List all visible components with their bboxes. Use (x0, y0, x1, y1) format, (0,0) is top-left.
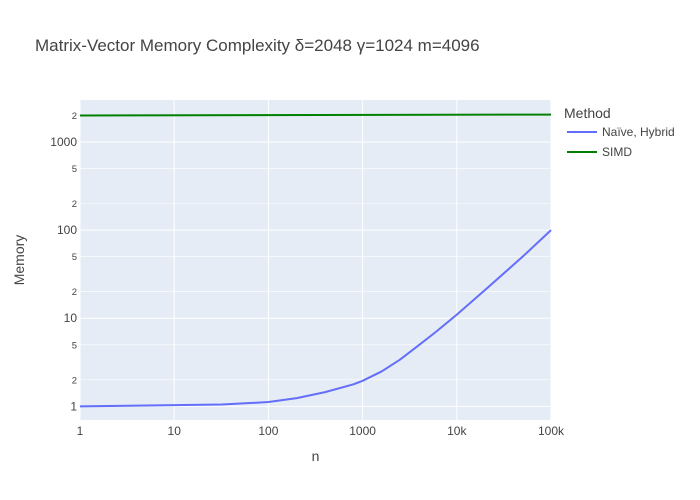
y-major-tick-label: 10 (64, 311, 78, 325)
y-minor-tick-label: 5 (72, 252, 77, 263)
legend-title: Method (564, 105, 611, 121)
x-tick-label: 1 (77, 424, 84, 438)
series-line-na-ve-hybrid[interactable] (79, 229, 552, 408)
series-line-simd[interactable] (79, 113, 552, 117)
y-minor-tick-label: 5 (72, 164, 77, 175)
legend-item-simd[interactable]: SIMD (567, 145, 632, 159)
x-tick-label: 100k (538, 424, 565, 438)
y-axis-title: Memory (11, 235, 27, 286)
x-axis-title: n (312, 448, 320, 464)
y-minor-tick-label: 2 (72, 287, 77, 298)
chart-title: Matrix-Vector Memory Complexity δ=2048 γ… (35, 36, 480, 55)
y-minor-tick-label: 2 (72, 199, 77, 210)
x-tick-label: 10 (168, 424, 182, 438)
y-minor-tick-label: 5 (72, 340, 77, 351)
x-tick-label: 100 (258, 424, 278, 438)
y-major-tick-label: 100 (57, 223, 77, 237)
legend-label: SIMD (602, 145, 632, 159)
y-axis-ticks: 2 5 2 5 2 5 2 1 10 100 1000 (50, 111, 77, 413)
legend-item-na-ve-hybrid[interactable]: Naïve, Hybrid (567, 125, 675, 139)
y-minor-tick-label: 2 (72, 111, 77, 122)
y-major-tick-label: 1000 (50, 135, 77, 149)
y-major-tick-label: 1 (70, 399, 77, 413)
x-tick-label: 10k (447, 424, 467, 438)
series-layer (79, 113, 552, 408)
x-tick-label: 1000 (349, 424, 376, 438)
y-minor-tick-label: 2 (72, 375, 77, 386)
legend: Method Naïve, Hybrid SIMD (564, 105, 675, 159)
legend-label: Naïve, Hybrid (602, 125, 675, 139)
plot-area[interactable] (80, 100, 551, 420)
x-axis-ticks: 1 10 100 1000 10k 100k (77, 424, 565, 438)
